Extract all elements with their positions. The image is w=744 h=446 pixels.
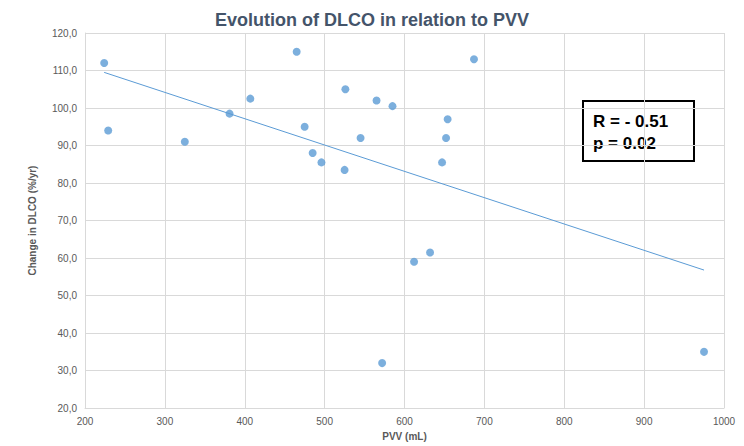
svg-text:300: 300: [157, 416, 174, 427]
svg-text:800: 800: [556, 416, 573, 427]
svg-text:100,0: 100,0: [52, 103, 77, 114]
svg-text:900: 900: [636, 416, 653, 427]
svg-text:90,0: 90,0: [58, 140, 78, 151]
svg-text:p = 0.02: p = 0.02: [593, 134, 656, 153]
svg-text:30,0: 30,0: [58, 365, 78, 376]
svg-text:200: 200: [77, 416, 94, 427]
svg-text:Change in DLCO (%/yr): Change in DLCO (%/yr): [27, 166, 38, 276]
svg-text:60,0: 60,0: [58, 253, 78, 264]
svg-text:110,0: 110,0: [53, 65, 78, 76]
svg-text:1000: 1000: [713, 416, 736, 427]
svg-text:400: 400: [236, 416, 253, 427]
svg-text:PVV (mL): PVV (mL): [382, 431, 426, 442]
svg-text:20,0: 20,0: [58, 403, 78, 414]
svg-text:80,0: 80,0: [58, 178, 78, 189]
svg-text:70,0: 70,0: [58, 215, 78, 226]
svg-text:40,0: 40,0: [58, 328, 78, 339]
svg-text:120,0: 120,0: [52, 28, 77, 39]
svg-text:500: 500: [316, 416, 333, 427]
svg-text:50,0: 50,0: [58, 290, 78, 301]
svg-text:Evolution of DLCO in relation: Evolution of DLCO in relation to PVV: [215, 10, 529, 30]
svg-text:700: 700: [476, 416, 493, 427]
svg-text:600: 600: [396, 416, 413, 427]
svg-text:R = - 0.51: R = - 0.51: [593, 112, 668, 131]
